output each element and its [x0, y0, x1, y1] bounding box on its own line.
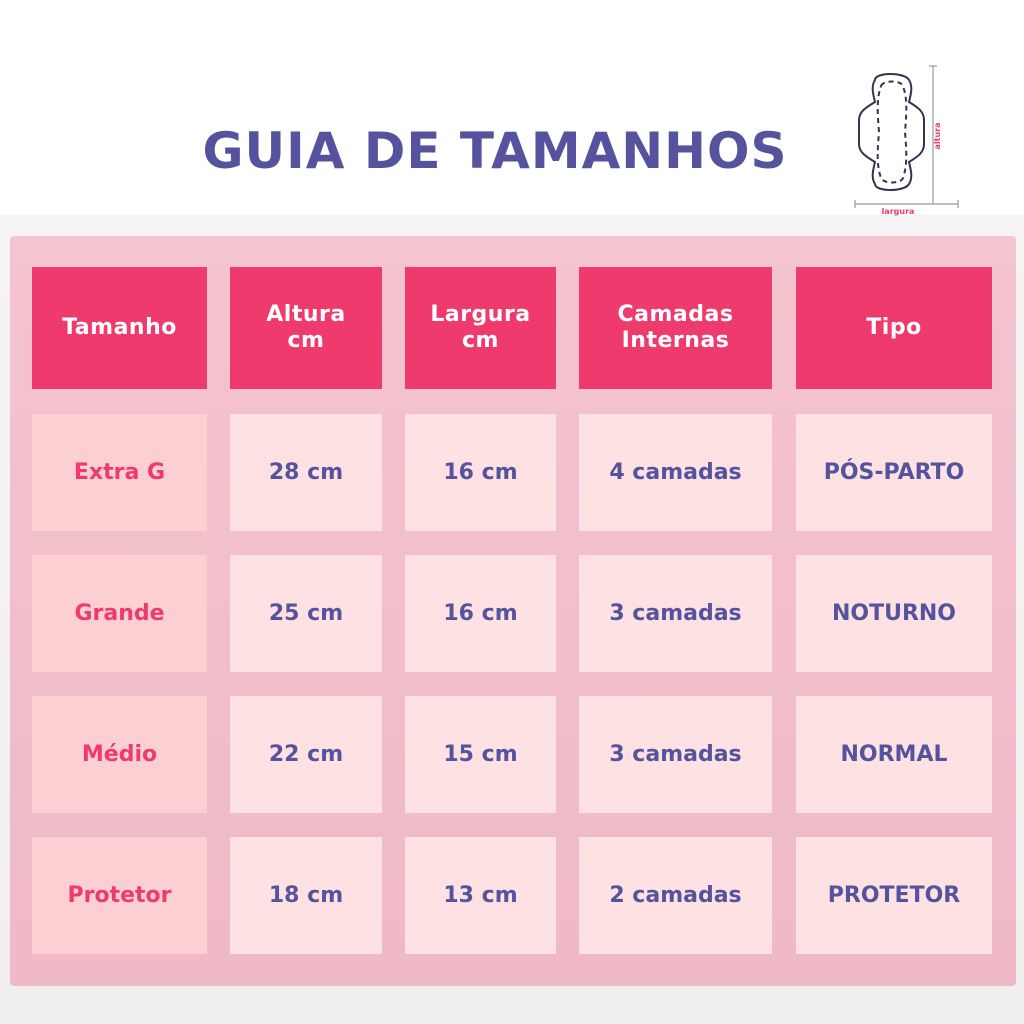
header-label: Largura cm [430, 302, 531, 353]
header-tipo: Tipo [796, 267, 992, 389]
header-altura: Altura cm [230, 267, 382, 389]
header-tamanho: Tamanho [32, 267, 207, 389]
height-cell: 25 cm [230, 555, 382, 672]
size-name-cell: Extra G [32, 414, 207, 531]
height-dimension-line [929, 65, 937, 204]
layers-cell: 4 camadas [579, 414, 772, 531]
layers-cell: 3 camadas [579, 555, 772, 672]
size-name-cell: Médio [32, 696, 207, 813]
type-cell: PROTETOR [796, 837, 992, 954]
header-largura: Largura cm [405, 267, 556, 389]
header-label: Tipo [866, 315, 922, 340]
height-cell: 22 cm [230, 696, 382, 813]
height-label: altura [933, 122, 942, 149]
header-label: Altura cm [266, 302, 346, 353]
height-cell: 28 cm [230, 414, 382, 531]
width-cell: 15 cm [405, 696, 556, 813]
pad-size-diagram: altura largura [854, 65, 959, 216]
height-cell: 18 cm [230, 837, 382, 954]
header-camadas: Camadas Internas [579, 267, 772, 389]
pad-outline-icon [858, 73, 925, 191]
width-cell: 16 cm [405, 555, 556, 672]
layers-cell: 3 camadas [579, 696, 772, 813]
size-name-cell: Protetor [32, 837, 207, 954]
type-cell: NORMAL [796, 696, 992, 813]
type-cell: NOTURNO [796, 555, 992, 672]
width-label: largura [882, 207, 915, 216]
size-name-cell: Grande [32, 555, 207, 672]
header-label: Tamanho [62, 315, 177, 340]
width-cell: 13 cm [405, 837, 556, 954]
width-dimension-line [854, 200, 959, 208]
width-cell: 16 cm [405, 414, 556, 531]
layers-cell: 2 camadas [579, 837, 772, 954]
header-label: Camadas Internas [617, 302, 734, 353]
type-cell: PÓS-PARTO [796, 414, 992, 531]
page-title: GUIA DE TAMANHOS [202, 122, 788, 180]
